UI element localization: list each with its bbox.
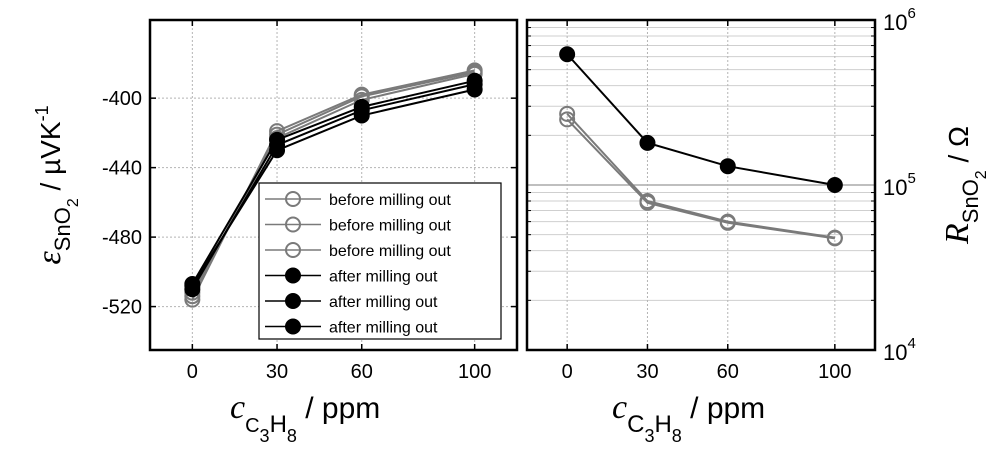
legend-marker — [285, 267, 301, 284]
left-panel-thermopower: 0 30 60 100 -400 -440 -480 -520 before milling o… — [31, 18, 519, 446]
x-tick-label: 100 — [458, 361, 491, 383]
legend-box — [258, 182, 502, 340]
x-tick-label: 0 — [562, 361, 573, 383]
legend-marker — [285, 293, 301, 309]
x-tick-label: 100 — [818, 361, 851, 383]
data-point — [639, 134, 656, 151]
x-tick-label: 60 — [717, 361, 739, 383]
data-point — [559, 46, 576, 63]
x-tick-label: 0 — [187, 361, 198, 383]
plot-frame — [525, 18, 877, 352]
data-point — [269, 131, 286, 148]
y-axis-label-group: RSnO2 / Ω — [939, 126, 990, 245]
legend-label: after milling out — [329, 294, 438, 311]
y-tick-label: -520 — [102, 297, 142, 319]
y-axis-label: εSnO2 / µVK-1 — [31, 105, 82, 264]
data-point — [719, 158, 736, 175]
y-tick-label: -400 — [102, 88, 142, 110]
data-point — [559, 105, 576, 122]
data-point — [826, 177, 843, 193]
legend-marker — [285, 318, 301, 335]
right-panel-resistance: 0 30 60 100 106 105 104 cC3H8 / ppm RSnO2 / Ω — [525, 5, 990, 446]
series-line — [566, 118, 835, 240]
y-tick-label: 106 — [883, 5, 916, 35]
y-tick-label: 105 — [883, 170, 916, 200]
data-point — [184, 276, 201, 292]
legend-label: after milling out — [329, 269, 438, 286]
data-point — [826, 230, 843, 247]
legend-label: before milling out — [329, 192, 451, 209]
x-axis-label: cC3H8 / ppm — [612, 389, 765, 446]
series-line — [566, 53, 836, 186]
y-axis-label-group: εSnO2 / µVK-1 — [31, 105, 82, 264]
plot-frame — [148, 18, 519, 352]
series-line — [566, 113, 835, 239]
data-point — [719, 214, 736, 231]
x-axis-label: cC3H8 / ppm — [230, 389, 380, 446]
legend-marker — [285, 242, 301, 258]
legend-label: before milling out — [329, 218, 451, 235]
y-axis-label: RSnO2 / Ω — [939, 126, 990, 245]
x-tick-label: 30 — [266, 361, 288, 383]
y-tick-label: 104 — [883, 335, 916, 365]
data-point — [466, 72, 483, 89]
data-point — [639, 194, 656, 211]
legend-label: after milling out — [329, 320, 438, 337]
legend-marker — [285, 216, 301, 233]
y-tick-label: -440 — [102, 158, 142, 180]
series-line — [191, 83, 475, 290]
legend-label: before milling out — [329, 243, 451, 260]
series-line — [191, 79, 475, 285]
x-tick-label: 30 — [636, 361, 658, 383]
y-tick-label: -480 — [102, 227, 142, 249]
x-tick-label: 60 — [351, 361, 373, 383]
data-point — [353, 98, 370, 115]
legend-marker — [285, 191, 301, 207]
data-point — [559, 111, 576, 128]
